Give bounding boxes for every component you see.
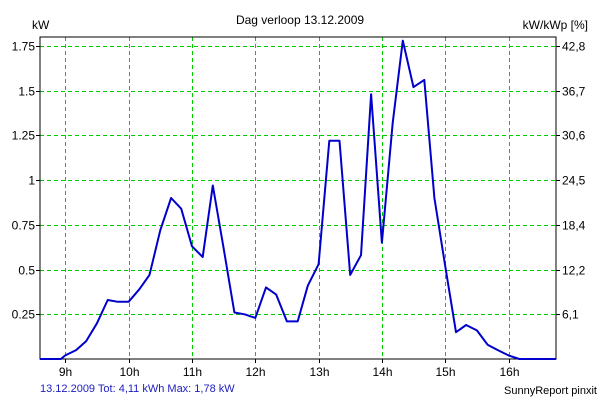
data-point (233, 311, 235, 314)
data-point (423, 79, 425, 81)
data-point (297, 320, 299, 322)
data-point (487, 344, 489, 346)
data-point (555, 358, 557, 360)
data-point (433, 197, 435, 199)
x-tick-label: 16h (499, 365, 519, 379)
x-tick-label: 10h (119, 365, 139, 379)
y-right-tick-label: 6,1 (562, 308, 579, 322)
data-point (349, 274, 351, 276)
data-point (159, 229, 161, 231)
y-right-tick-label: 24,5 (562, 174, 586, 188)
x-tick-label: 13h (309, 365, 329, 379)
data-point (243, 313, 246, 315)
data-point (254, 317, 256, 319)
data-point (507, 354, 510, 356)
data-point (286, 320, 288, 322)
x-tick-label: 14h (372, 365, 392, 379)
y-right-tick-label: 12,2 (562, 264, 586, 278)
chart-title: Dag verloop 13.12.2009 (236, 13, 364, 27)
footer-credit: SunnyReport pinxit (504, 385, 597, 397)
data-point (96, 322, 98, 324)
data-point (518, 358, 520, 360)
data-point (328, 140, 330, 142)
data-point (39, 358, 41, 360)
footer-summary: 13.12.2009 Tot: 4,11 kWh Max: 1,78 kW (40, 383, 235, 395)
data-point (455, 331, 457, 333)
data-point (202, 256, 204, 258)
ticks-layer: 9h 10h 11h 12h 13h 14h 15h 16h 0.25 0.5 0.75 1 1.25 1… (12, 40, 586, 380)
data-point (128, 301, 130, 303)
y-left-tick-label: 0.25 (12, 308, 36, 322)
data-point (85, 340, 87, 342)
data-point (60, 358, 62, 360)
y-right-axis-title: kW/kWp [%] (523, 18, 588, 32)
data-point (117, 301, 119, 303)
data-point (360, 254, 362, 256)
data-point (444, 265, 446, 267)
data-point (180, 208, 182, 210)
y-left-tick-label: 1.75 (12, 40, 36, 54)
grid-layer (40, 37, 556, 359)
data-point (170, 197, 172, 199)
data-point (381, 242, 383, 244)
y-left-tick-label: 0.5 (18, 264, 35, 278)
data-point (138, 288, 140, 290)
x-tick-label: 12h (245, 365, 265, 379)
y-left-tick-label: 0.75 (12, 219, 36, 233)
y-right-tick-label: 30,6 (562, 129, 586, 143)
data-point (465, 324, 467, 326)
x-tick-label: 11h (183, 365, 202, 379)
data-point (412, 86, 415, 88)
y-left-axis-title: kW (32, 18, 50, 32)
data-point (148, 274, 151, 276)
data-point (275, 294, 277, 296)
plot-frame (39, 36, 557, 360)
data-point (212, 184, 214, 187)
data-point (497, 349, 499, 351)
data-point (370, 93, 372, 95)
data-point (476, 329, 478, 331)
x-tick-label: 9h (59, 365, 72, 379)
data-point (223, 247, 225, 249)
data-point (107, 299, 109, 301)
data-point (402, 40, 404, 42)
y-right-tick-label: 18,4 (562, 219, 586, 233)
data-point (64, 354, 66, 356)
series-layer (39, 39, 557, 360)
data-point (392, 122, 394, 124)
data-point (318, 263, 320, 265)
y-left-tick-label: 1.25 (12, 129, 36, 143)
y-left-tick-label: 1.5 (18, 85, 35, 99)
y-left-tick-label: 1 (28, 174, 35, 188)
data-point (338, 140, 341, 142)
y-right-tick-label: 36,7 (562, 85, 586, 99)
data-point (539, 358, 541, 360)
data-point (265, 286, 267, 288)
data-point (528, 358, 531, 360)
data-point (307, 285, 309, 287)
y-right-tick-label: 42,8 (562, 40, 586, 54)
data-point (191, 245, 193, 247)
data-point (75, 349, 77, 351)
x-tick-label: 15h (435, 365, 455, 379)
